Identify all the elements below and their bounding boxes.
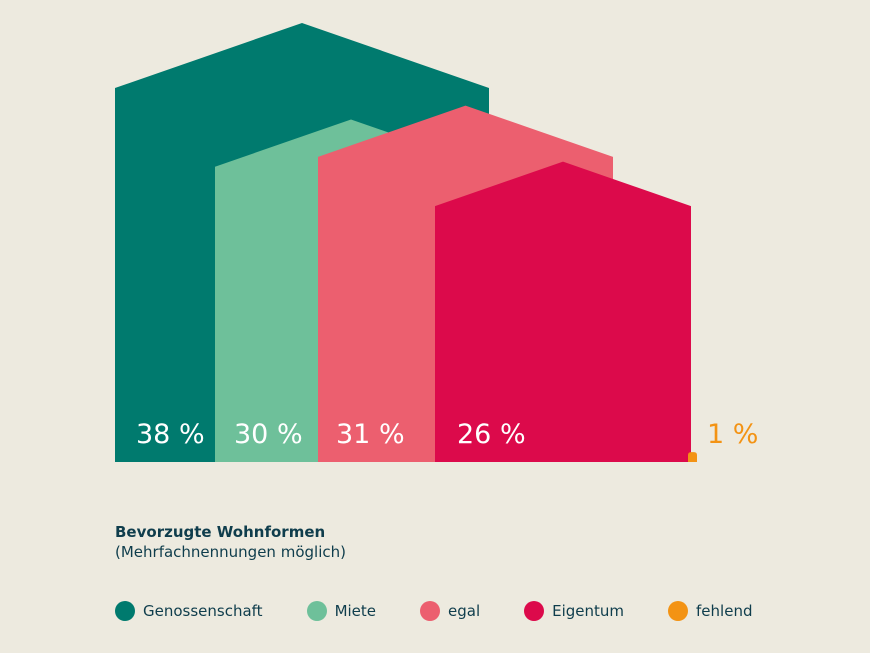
- chart-title: Bevorzugte Wohnformen: [115, 523, 326, 541]
- legend-item-genossenschaft: Genossenschaft: [115, 601, 263, 621]
- data-label-miete: 30 %: [234, 419, 303, 450]
- legend-label: fehlend: [696, 602, 753, 620]
- legend-item-miete: Miete: [306, 601, 377, 621]
- data-label-egal: 31 %: [336, 419, 405, 450]
- legend-item-eigentum: Eigentum: [524, 601, 624, 621]
- legend-swatch: [306, 601, 327, 621]
- legend-swatch: [420, 601, 441, 621]
- legend: Genossenschaft Miete egal Eigentum fehlend: [115, 601, 752, 621]
- legend-item-egal: egal: [420, 601, 480, 621]
- chart-subtitle: (Mehrfachnennungen möglich): [115, 543, 346, 561]
- data-label-fehlend: 1 %: [707, 419, 758, 450]
- legend-swatch: [668, 601, 689, 621]
- data-label-genossenschaft: 38 %: [136, 419, 205, 450]
- legend-label: Eigentum: [552, 602, 625, 620]
- legend-item-fehlend: fehlend: [668, 601, 752, 621]
- legend-label: egal: [448, 602, 481, 620]
- bar-fehlend: [688, 452, 697, 462]
- legend-label: Genossenschaft: [143, 602, 263, 620]
- legend-swatch: [524, 601, 545, 621]
- legend-swatch: [115, 601, 135, 621]
- bar-eigentum: [435, 161, 691, 462]
- data-label-eigentum: 26 %: [457, 419, 526, 450]
- legend-label: Miete: [334, 602, 377, 620]
- chart-area: 38 % 30 % 31 % 26 % 1 %: [115, 23, 758, 462]
